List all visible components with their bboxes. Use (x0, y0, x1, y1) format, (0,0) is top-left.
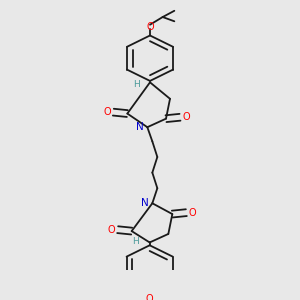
Text: O: O (188, 208, 196, 218)
Text: O: O (108, 225, 116, 235)
Text: N: N (136, 122, 144, 132)
Text: O: O (182, 112, 190, 122)
Text: H: H (132, 236, 139, 245)
Text: O: O (146, 294, 154, 300)
Text: H: H (133, 80, 140, 89)
Text: O: O (146, 22, 154, 32)
Text: N: N (141, 198, 149, 208)
Text: O: O (103, 106, 111, 117)
